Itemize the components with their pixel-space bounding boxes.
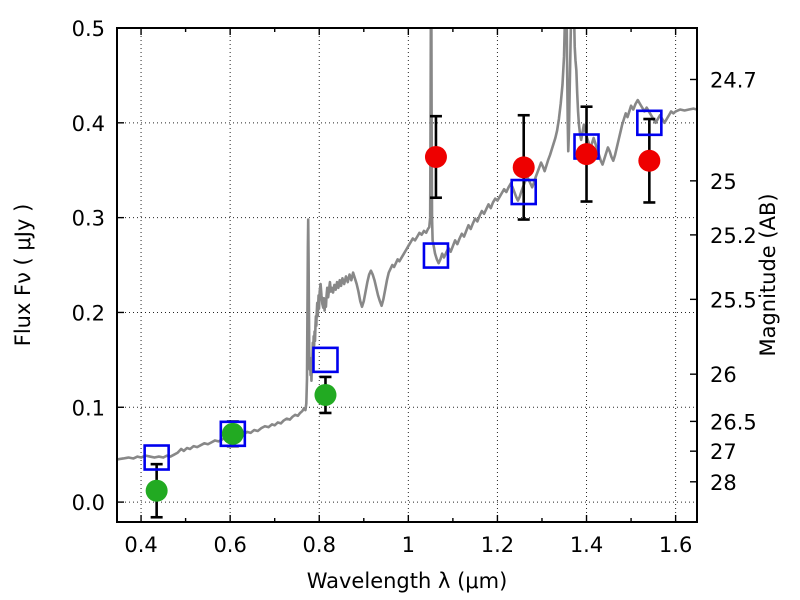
y-tick-label: 0.4 bbox=[72, 112, 105, 136]
y2-tick-label: 24.7 bbox=[710, 68, 757, 92]
x-tick-label: 1.2 bbox=[481, 533, 514, 557]
x-tick-label: 1.4 bbox=[570, 533, 603, 557]
observed-flux-point bbox=[575, 143, 598, 166]
axes-layer bbox=[116, 27, 698, 523]
x-tick-label: 1.6 bbox=[659, 533, 692, 557]
y2-axis-label: Magnitude (AB) bbox=[756, 193, 780, 356]
y-tick-label: 0.0 bbox=[72, 491, 105, 515]
model-flux-point bbox=[312, 346, 339, 374]
y2-tick-label: 25.5 bbox=[710, 288, 757, 312]
y-tick-label: 0.1 bbox=[72, 396, 105, 420]
tick-label-layer: 0.4 0.6 0.8 1 1.2 1.4 1.6 0.0 0.1 0.2 0.3 0.4 0.5 24.… bbox=[72, 17, 757, 557]
model-flux-point bbox=[422, 242, 450, 269]
observed-flux-point bbox=[314, 383, 337, 406]
model-flux-point bbox=[143, 444, 170, 471]
x-tick-label: 1 bbox=[402, 533, 415, 557]
observed-flux-point bbox=[424, 145, 447, 168]
y-axis-label: Flux Fν ( μJy ) bbox=[11, 204, 35, 347]
y2-tick-label: 25.2 bbox=[710, 224, 757, 248]
x-tick-label: 0.6 bbox=[213, 533, 246, 557]
y2-tick-label: 27 bbox=[710, 440, 737, 464]
model-flux-point bbox=[636, 109, 663, 137]
observed-flux-point bbox=[145, 479, 168, 502]
observed-marker-layer bbox=[145, 143, 661, 502]
model-flux-point bbox=[510, 178, 538, 206]
model-spectrum-curve bbox=[117, 28, 697, 461]
x-axis-label: Wavelength λ (μm) bbox=[307, 569, 508, 593]
observed-flux-point bbox=[221, 422, 244, 445]
x-tick-label: 0.4 bbox=[124, 533, 157, 557]
observed-flux-point bbox=[638, 149, 661, 172]
y2-tick-label: 25 bbox=[710, 170, 737, 194]
x-tick-label: 0.8 bbox=[303, 533, 336, 557]
spectrum-layer bbox=[117, 28, 697, 461]
y2-tick-label: 26 bbox=[710, 363, 737, 387]
y2-tick-label: 28 bbox=[710, 471, 737, 495]
y-tick-label: 0.5 bbox=[72, 17, 105, 41]
observed-flux-point bbox=[512, 156, 535, 179]
y-tick-label: 0.3 bbox=[72, 207, 105, 231]
model-flux-point bbox=[219, 420, 247, 448]
plot-frame bbox=[116, 27, 698, 523]
y-tick-label: 0.2 bbox=[72, 301, 105, 325]
errorbar-layer bbox=[150, 105, 656, 519]
grid-layer bbox=[117, 28, 697, 522]
y2-tick-label: 26.5 bbox=[710, 410, 757, 434]
